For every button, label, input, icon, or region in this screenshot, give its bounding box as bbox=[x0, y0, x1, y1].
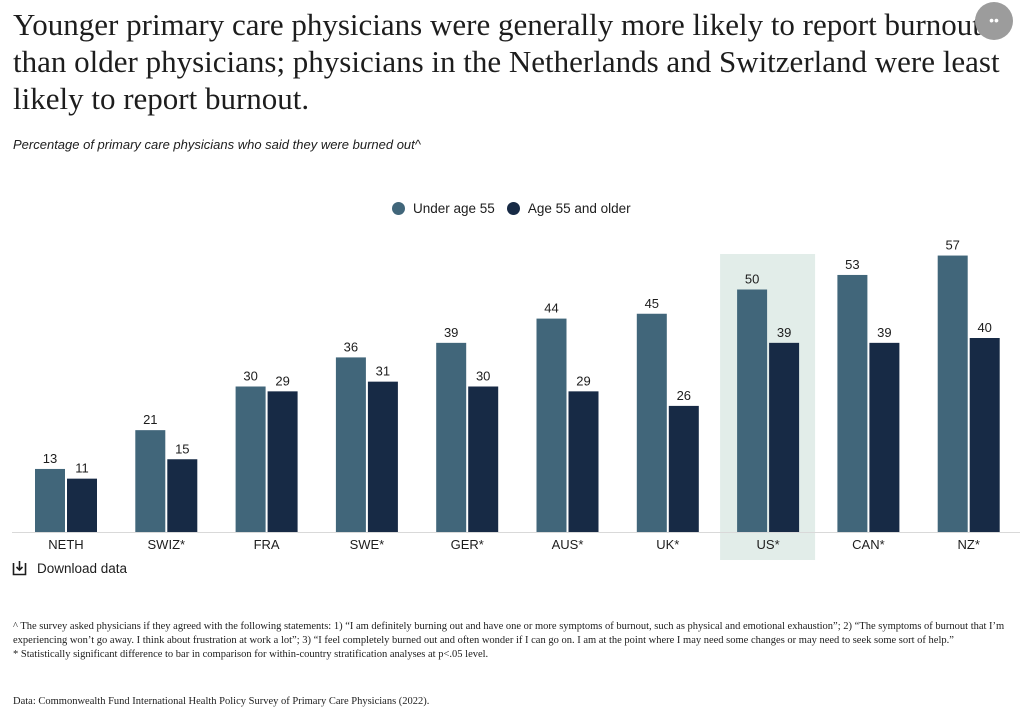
download-icon bbox=[12, 561, 27, 576]
bar-aus-under-age-55[interactable] bbox=[536, 318, 567, 532]
bar-swiz-under-age-55[interactable] bbox=[135, 430, 166, 532]
data-label-swiz-under-age-55: 21 bbox=[143, 412, 157, 427]
source-note: Data: Commonwealth Fund International He… bbox=[13, 696, 430, 707]
legend-item-55-plus: Age 55 and older bbox=[506, 200, 631, 216]
data-label-nz-under-age-55: 57 bbox=[945, 238, 959, 253]
x-tick-label-swiz: SWIZ* bbox=[148, 537, 186, 552]
x-tick-label-can: CAN* bbox=[852, 537, 885, 552]
share-button[interactable]: •• bbox=[975, 2, 1013, 40]
data-label-neth-under-age-55: 13 bbox=[43, 451, 57, 466]
bar-nz-age-55-and-older[interactable] bbox=[969, 338, 1000, 532]
legend-label-under-55: Under age 55 bbox=[413, 200, 495, 216]
x-tick-label-us: US* bbox=[757, 537, 780, 552]
more-icon: •• bbox=[989, 12, 999, 28]
x-tick-label-swe: SWE* bbox=[350, 537, 385, 552]
bar-uk-under-age-55[interactable] bbox=[636, 313, 667, 532]
bar-neth-under-age-55[interactable] bbox=[35, 468, 65, 532]
bar-can-under-age-55[interactable] bbox=[837, 274, 868, 532]
data-label-nz-age-55-and-older: 40 bbox=[977, 320, 991, 335]
chart-subtitle: Percentage of primary care physicians wh… bbox=[13, 137, 421, 152]
bar-swiz-age-55-and-older[interactable] bbox=[167, 459, 198, 532]
data-label-uk-under-age-55: 45 bbox=[645, 296, 659, 311]
bar-nz-under-age-55[interactable] bbox=[937, 255, 968, 533]
bar-ger-age-55-and-older[interactable] bbox=[468, 386, 499, 533]
bar-ger-under-age-55[interactable] bbox=[436, 342, 467, 532]
x-tick-label-fra: FRA bbox=[254, 537, 280, 552]
data-label-fra-age-55-and-older: 29 bbox=[275, 373, 289, 388]
legend-label-55-plus: Age 55 and older bbox=[527, 200, 631, 216]
bar-neth-age-55-and-older[interactable] bbox=[67, 478, 97, 532]
download-data-button[interactable]: Download data bbox=[12, 560, 127, 576]
data-label-aus-under-age-55: 44 bbox=[544, 301, 558, 316]
bar-us-age-55-and-older[interactable] bbox=[769, 342, 800, 532]
highlight-band-us bbox=[720, 254, 816, 560]
bar-uk-age-55-and-older[interactable] bbox=[668, 405, 699, 532]
legend-swatch-55-plus bbox=[506, 201, 520, 215]
data-label-can-under-age-55: 53 bbox=[845, 257, 859, 272]
download-label: Download data bbox=[37, 560, 128, 576]
data-label-us-age-55-and-older: 39 bbox=[777, 325, 791, 340]
data-label-ger-under-age-55: 39 bbox=[444, 325, 458, 340]
x-tick-label-neth: NETH bbox=[48, 537, 83, 552]
data-label-swe-age-55-and-older: 31 bbox=[376, 364, 390, 379]
footnote-asterisk: * Statistically significant difference t… bbox=[13, 649, 489, 660]
data-label-can-age-55-and-older: 39 bbox=[877, 325, 891, 340]
bar-swe-age-55-and-older[interactable] bbox=[367, 381, 398, 532]
chart-title: Younger primary care physicians were gen… bbox=[13, 7, 1000, 116]
bar-fra-age-55-and-older[interactable] bbox=[267, 391, 298, 532]
x-tick-label-ger: GER* bbox=[451, 537, 484, 552]
footnote-caret: ^ The survey asked physicians if they ag… bbox=[13, 621, 1005, 646]
bar-aus-age-55-and-older[interactable] bbox=[568, 391, 599, 532]
legend-swatch-under-55 bbox=[392, 201, 405, 215]
data-label-aus-age-55-and-older: 29 bbox=[576, 373, 590, 388]
footnotes: ^ The survey asked physicians if they ag… bbox=[13, 620, 1013, 662]
data-label-uk-age-55-and-older: 26 bbox=[677, 388, 691, 403]
data-label-us-under-age-55: 50 bbox=[745, 272, 759, 287]
data-label-ger-age-55-and-older: 30 bbox=[476, 369, 490, 384]
data-label-fra-under-age-55: 30 bbox=[243, 369, 257, 384]
data-label-swiz-age-55-and-older: 15 bbox=[175, 441, 189, 456]
bar-fra-under-age-55[interactable] bbox=[235, 386, 266, 533]
x-tick-label-nz: NZ* bbox=[958, 537, 980, 552]
legend-item-under-55: Under age 55 bbox=[392, 201, 495, 216]
bar-swe-under-age-55[interactable] bbox=[335, 357, 366, 532]
x-tick-label-uk: UK* bbox=[656, 537, 679, 552]
bar-chart: 13 11 NETH 21 15 SWIZ* 30 29 FRA 36 31 SWE* 39 30 GER*… bbox=[12, 238, 1020, 560]
x-tick-label-aus: AUS* bbox=[552, 537, 584, 552]
legend: Under age 55 Age 55 and older bbox=[392, 199, 643, 217]
bar-can-age-55-and-older[interactable] bbox=[869, 342, 900, 532]
data-label-swe-under-age-55: 36 bbox=[344, 339, 358, 354]
data-label-neth-age-55-and-older: 11 bbox=[75, 461, 89, 476]
bar-us-under-age-55[interactable] bbox=[737, 289, 768, 533]
